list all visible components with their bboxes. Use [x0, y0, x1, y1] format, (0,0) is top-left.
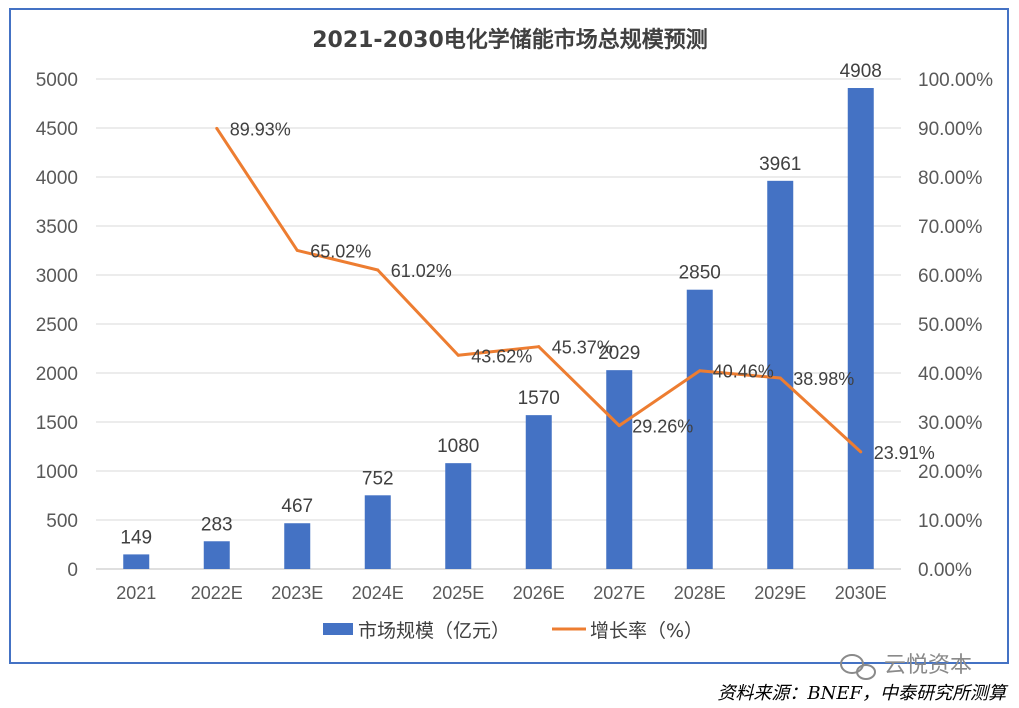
bar-value-label: 467: [281, 496, 313, 517]
x-tick-label: 2029E: [754, 583, 806, 603]
x-tick-label: 2024E: [352, 583, 404, 603]
bar-series: [123, 88, 874, 570]
x-tick-label: 2025E: [432, 583, 484, 603]
line-point: [376, 268, 380, 272]
x-tick-label: 2028E: [674, 583, 726, 603]
line-value-label: 38.98%: [793, 369, 854, 389]
line-point: [215, 126, 219, 130]
y-left-tick-label: 2500: [36, 315, 78, 336]
y-right-tick-label: 10.00%: [918, 511, 983, 532]
x-tick-label: 2026E: [513, 583, 565, 603]
line-value-label: 29.26%: [632, 417, 693, 437]
line-value-label: 89.93%: [230, 119, 291, 139]
bar: [525, 415, 552, 569]
chart-frame: [9, 8, 1009, 664]
y-left-tick-label: 500: [46, 511, 78, 532]
x-axis-ticks: 2021 2022E 2023E 2024E 2025E 2026E 2027E 2028E 2…: [116, 583, 887, 603]
line-value-label: 23.91%: [874, 443, 935, 463]
y-right-tick-label: 100.00%: [918, 70, 993, 91]
bar: [364, 495, 391, 569]
legend-bar-swatch: [323, 623, 353, 635]
bar-labels: 149 283 467 752 1080 1570 2029 2850 3961 4908: [120, 61, 881, 548]
wechat-icon: [840, 654, 876, 680]
bar-value-label: 1570: [518, 388, 560, 409]
bar: [847, 88, 874, 570]
bar: [203, 541, 230, 569]
y-left-tick-label: 3500: [36, 217, 78, 238]
legend-line-label: 增长率（%）: [590, 620, 703, 642]
watermark: 云悦资本: [840, 653, 972, 680]
x-tick-label: 2027E: [593, 583, 645, 603]
y-left-tick-label: 1000: [36, 462, 78, 483]
x-tick-label: 2022E: [191, 583, 243, 603]
bar: [284, 523, 311, 569]
y-right-tick-label: 80.00%: [918, 168, 983, 189]
line-labels: 89.93% 65.02% 61.02% 43.62% 45.37% 29.26% 40.4…: [230, 119, 935, 462]
bar: [445, 463, 472, 569]
y-left-tick-label: 5000: [36, 70, 78, 91]
line-value-label: 61.02%: [391, 261, 452, 281]
bar-value-label: 1080: [437, 436, 479, 457]
bar: [767, 180, 794, 569]
line-point: [295, 248, 299, 252]
y-right-tick-label: 50.00%: [918, 315, 983, 336]
legend-bar-label: 市场规模（亿元）: [358, 620, 510, 642]
y-left-tick-label: 4500: [36, 119, 78, 140]
line-value-label: 45.37%: [552, 338, 613, 358]
y-left-tick-label: 4000: [36, 168, 78, 189]
watermark-text: 云悦资本: [884, 653, 972, 678]
x-tick-label: 2030E: [835, 583, 887, 603]
grid-lines: [96, 78, 901, 570]
x-tick-label: 2023E: [271, 583, 323, 603]
line-point: [778, 376, 782, 380]
line-point: [617, 424, 621, 428]
line-point: [456, 353, 460, 357]
bar-value-label: 149: [120, 527, 152, 548]
y-right-tick-label: 20.00%: [918, 462, 983, 483]
y-left-tick-label: 3000: [36, 266, 78, 287]
bar-value-label: 2850: [679, 263, 721, 284]
y-right-tick-label: 70.00%: [918, 217, 983, 238]
y-right-tick-label: 90.00%: [918, 119, 983, 140]
line-point: [698, 369, 702, 373]
left-axis-ticks: 0 500 1000 1500 2000 2500 3000 3500 4000 4500 5000: [36, 70, 78, 581]
legend: 市场规模（亿元） 增长率（%）: [323, 620, 703, 642]
bar-value-label: 3961: [759, 154, 801, 175]
line-value-label: 65.02%: [310, 241, 371, 261]
chart-title: 2021-2030电化学储能市场总规模预测: [312, 27, 708, 53]
y-right-tick-label: 60.00%: [918, 266, 983, 287]
right-axis-ticks: 0.00% 10.00% 20.00% 30.00% 40.00% 50.00% 60.00…: [918, 70, 993, 581]
line-point: [537, 345, 541, 349]
bar: [606, 370, 633, 569]
bar: [686, 289, 713, 569]
x-tick-label: 2021: [116, 583, 156, 603]
bar: [123, 554, 150, 569]
bar-value-label: 4908: [840, 61, 882, 82]
line-series: [215, 126, 863, 454]
bar-value-label: 752: [362, 468, 394, 489]
bar-value-label: 2029: [598, 343, 640, 364]
line-value-label: 43.62%: [471, 346, 532, 366]
y-left-tick-label: 0: [67, 560, 78, 581]
line-value-label: 40.46%: [713, 362, 774, 382]
source-note: 资料来源：BNEF，中泰研究所测算: [717, 683, 1009, 704]
y-left-tick-label: 2000: [36, 364, 78, 385]
y-left-tick-label: 1500: [36, 413, 78, 434]
y-right-tick-label: 0.00%: [918, 560, 972, 581]
y-right-tick-label: 40.00%: [918, 364, 983, 385]
line-point: [859, 450, 863, 454]
bar-value-label: 283: [201, 514, 233, 535]
y-right-tick-label: 30.00%: [918, 413, 983, 434]
